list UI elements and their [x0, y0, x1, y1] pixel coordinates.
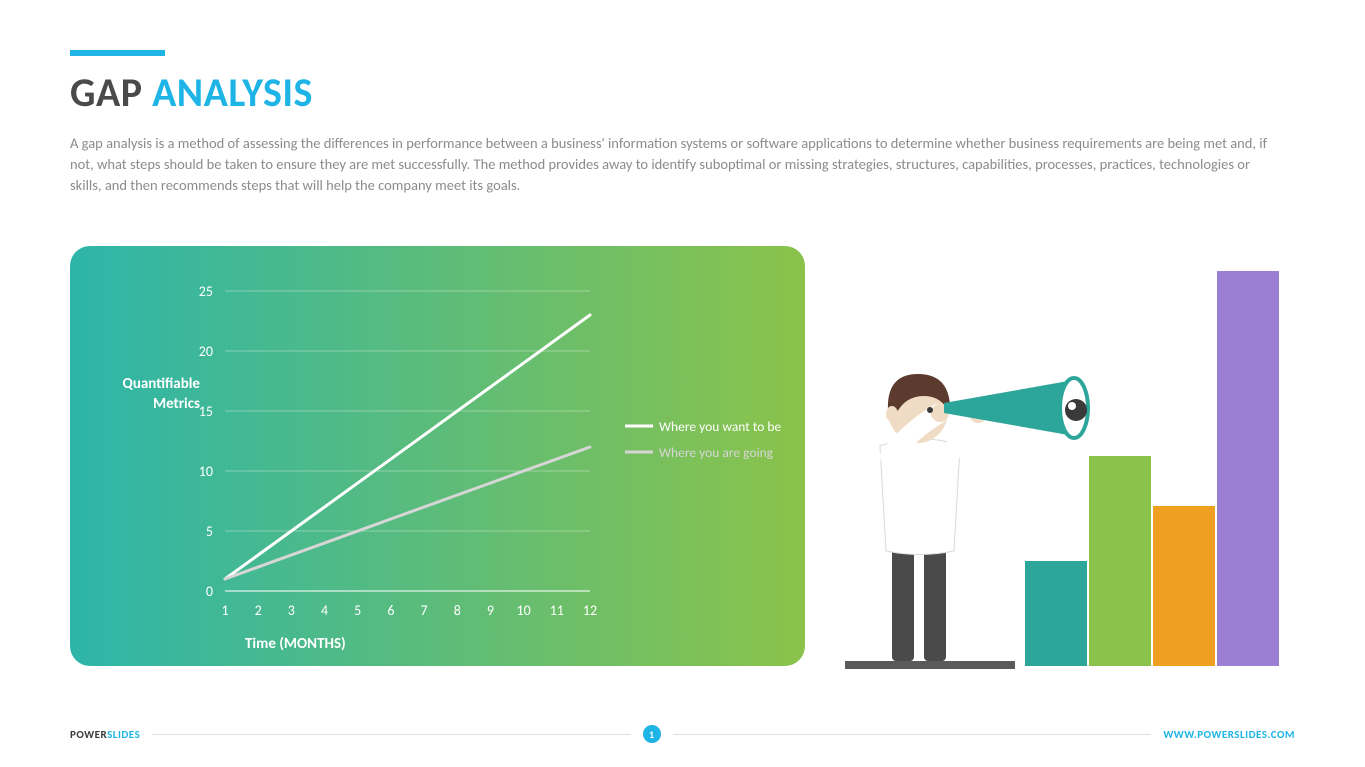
footer: POWERSLIDES 1 WWW.POWERSLIDES.COM	[70, 725, 1295, 743]
svg-text:2: 2	[255, 602, 262, 619]
svg-text:12: 12	[583, 602, 597, 619]
svg-text:1: 1	[221, 602, 228, 619]
title-part1: GAP	[70, 68, 152, 117]
chart-plot: 0510152025123456789101112Where you want …	[70, 246, 850, 666]
svg-text:4: 4	[321, 602, 328, 619]
svg-text:0: 0	[206, 583, 213, 600]
footer-url: WWW.POWERSLIDES.COM	[1163, 728, 1295, 741]
svg-text:5: 5	[354, 602, 361, 619]
svg-text:15: 15	[199, 403, 213, 420]
svg-text:Where you want to be: Where you want to be	[659, 418, 781, 435]
svg-text:20: 20	[199, 343, 213, 360]
illustration-svg	[835, 246, 1295, 676]
svg-text:8: 8	[454, 602, 461, 619]
svg-text:10: 10	[517, 602, 531, 619]
svg-text:7: 7	[421, 602, 428, 619]
accent-bar	[70, 50, 165, 56]
brand-part2: SLIDES	[107, 728, 140, 741]
page-title: GAP ANALYSIS	[70, 68, 1295, 117]
svg-text:5: 5	[206, 523, 213, 540]
footer-divider	[673, 734, 1152, 735]
svg-text:Where you are going: Where you are going	[659, 444, 774, 461]
page-number: 1	[643, 725, 661, 743]
svg-text:3: 3	[288, 602, 295, 619]
svg-text:25: 25	[199, 283, 213, 300]
brand-logo: POWERSLIDES	[70, 728, 140, 741]
title-part2: ANALYSIS	[152, 68, 313, 117]
chart-xlabel: Time (MONTHS)	[245, 635, 346, 653]
brand-part1: POWER	[70, 728, 107, 741]
svg-text:10: 10	[199, 463, 213, 480]
svg-text:9: 9	[487, 602, 494, 619]
illustration	[835, 246, 1295, 676]
footer-divider	[152, 734, 631, 735]
svg-text:11: 11	[550, 602, 564, 619]
svg-text:6: 6	[387, 602, 394, 619]
description-text: A gap analysis is a method of assessing …	[70, 133, 1270, 196]
gap-chart: QuantifiableMetrics 05101520251234567891…	[70, 246, 805, 666]
